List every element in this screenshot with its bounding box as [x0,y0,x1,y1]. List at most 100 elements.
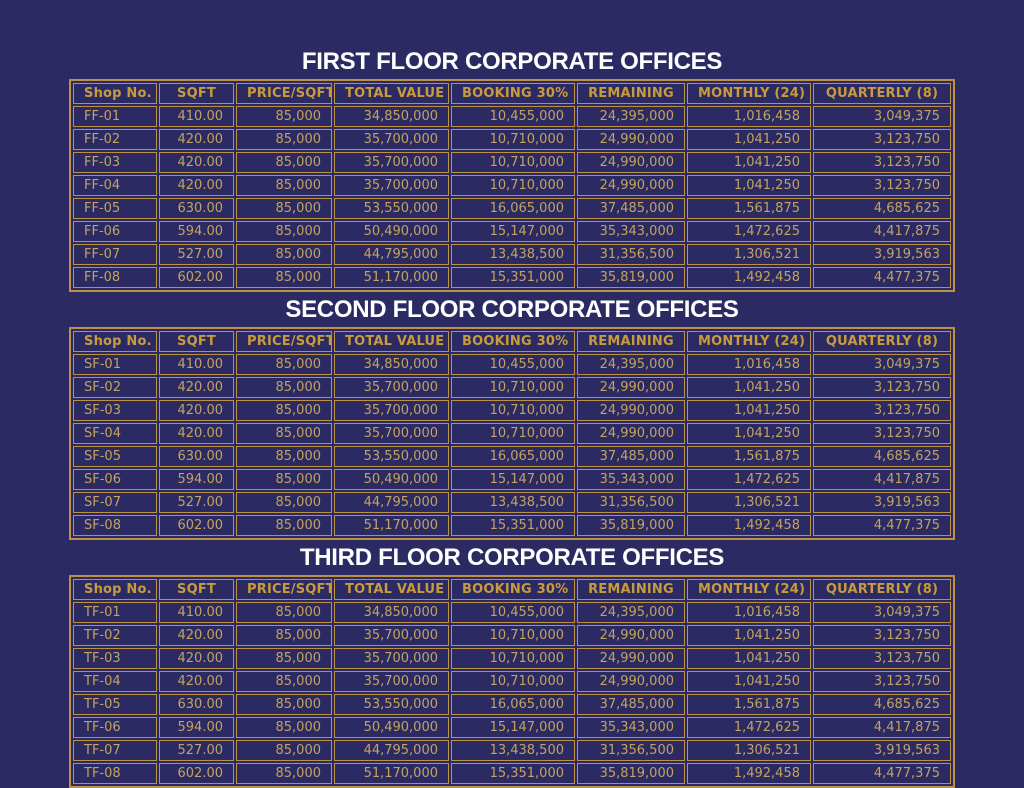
value-cell: 1,041,250 [687,175,811,196]
value-cell: 31,356,500 [577,244,685,265]
value-cell: 420.00 [159,648,234,669]
table-row: TF-06 594.00 85,000 50,490,000 15,147,000 35,… [73,717,951,738]
shop-no-cell: FF-01 [73,106,157,127]
value-cell: 10,710,000 [451,152,575,173]
value-cell: 35,343,000 [577,221,685,242]
table-row: SF-01 410.00 85,000 34,850,000 10,455,000 24,… [73,354,951,375]
value-cell: 50,490,000 [334,717,449,738]
value-cell: 85,000 [236,469,332,490]
column-header: BOOKING 30% [451,579,575,600]
value-cell: 85,000 [236,694,332,715]
value-cell: 3,123,750 [813,625,951,646]
table-row: SF-07 527.00 85,000 44,795,000 13,438,500 31,… [73,492,951,513]
value-cell: 24,990,000 [577,400,685,421]
value-cell: 35,700,000 [334,129,449,150]
column-header: SQFT [159,331,234,352]
value-cell: 10,455,000 [451,106,575,127]
value-cell: 10,710,000 [451,671,575,692]
column-header: BOOKING 30% [451,83,575,104]
table-row: SF-04 420.00 85,000 35,700,000 10,710,000 24,… [73,423,951,444]
value-cell: 4,685,625 [813,198,951,219]
price-table: Shop No. SQFT PRICE/SQFT TOTAL VALUE BOOKING… [69,327,955,540]
value-cell: 35,700,000 [334,175,449,196]
value-cell: 24,990,000 [577,129,685,150]
shop-no-cell: TF-06 [73,717,157,738]
value-cell: 1,472,625 [687,469,811,490]
shop-no-cell: TF-04 [73,671,157,692]
value-cell: 44,795,000 [334,740,449,761]
value-cell: 1,492,458 [687,267,811,288]
column-header: TOTAL VALUE [334,579,449,600]
value-cell: 410.00 [159,106,234,127]
value-cell: 85,000 [236,244,332,265]
value-cell: 3,919,563 [813,492,951,513]
value-cell: 10,710,000 [451,423,575,444]
header-row: Shop No. SQFT PRICE/SQFT TOTAL VALUE BOOKING… [73,331,951,352]
value-cell: 1,041,250 [687,377,811,398]
value-cell: 35,700,000 [334,625,449,646]
value-cell: 85,000 [236,221,332,242]
column-header: PRICE/SQFT [236,579,332,600]
value-cell: 420.00 [159,671,234,692]
shop-no-cell: SF-06 [73,469,157,490]
shop-no-cell: FF-03 [73,152,157,173]
shop-no-cell: TF-02 [73,625,157,646]
shop-no-cell: FF-04 [73,175,157,196]
value-cell: 16,065,000 [451,694,575,715]
value-cell: 37,485,000 [577,446,685,467]
value-cell: 410.00 [159,602,234,623]
value-cell: 24,990,000 [577,423,685,444]
value-cell: 31,356,500 [577,740,685,761]
value-cell: 527.00 [159,244,234,265]
value-cell: 51,170,000 [334,267,449,288]
value-cell: 85,000 [236,267,332,288]
header-row: Shop No. SQFT PRICE/SQFT TOTAL VALUE BOOKING… [73,83,951,104]
value-cell: 594.00 [159,221,234,242]
value-cell: 3,123,750 [813,671,951,692]
table-row: TF-05 630.00 85,000 53,550,000 16,065,000 37,… [73,694,951,715]
table-row: TF-07 527.00 85,000 44,795,000 13,438,500 31,… [73,740,951,761]
value-cell: 15,147,000 [451,221,575,242]
value-cell: 85,000 [236,717,332,738]
value-cell: 53,550,000 [334,198,449,219]
value-cell: 34,850,000 [334,602,449,623]
value-cell: 3,123,750 [813,423,951,444]
value-cell: 602.00 [159,515,234,536]
price-table: Shop No. SQFT PRICE/SQFT TOTAL VALUE BOOKING… [69,79,955,292]
value-cell: 35,700,000 [334,423,449,444]
value-cell: 4,477,375 [813,267,951,288]
shop-no-cell: TF-01 [73,602,157,623]
shop-no-cell: TF-08 [73,763,157,784]
shop-no-cell: TF-05 [73,694,157,715]
value-cell: 34,850,000 [334,354,449,375]
value-cell: 85,000 [236,129,332,150]
value-cell: 3,049,375 [813,106,951,127]
shop-no-cell: SF-08 [73,515,157,536]
value-cell: 420.00 [159,152,234,173]
value-cell: 630.00 [159,198,234,219]
column-header: REMAINING [577,331,685,352]
value-cell: 1,472,625 [687,221,811,242]
column-header: PRICE/SQFT [236,331,332,352]
shop-no-cell: SF-07 [73,492,157,513]
value-cell: 13,438,500 [451,492,575,513]
column-header: Shop No. [73,83,157,104]
value-cell: 420.00 [159,625,234,646]
value-cell: 85,000 [236,152,332,173]
value-cell: 420.00 [159,175,234,196]
table-row: SF-08 602.00 85,000 51,170,000 15,351,000 35,… [73,515,951,536]
value-cell: 4,417,875 [813,469,951,490]
value-cell: 85,000 [236,400,332,421]
shop-no-cell: FF-06 [73,221,157,242]
value-cell: 1,041,250 [687,152,811,173]
value-cell: 410.00 [159,354,234,375]
column-header: Shop No. [73,331,157,352]
table-row: SF-05 630.00 85,000 53,550,000 16,065,000 37,… [73,446,951,467]
value-cell: 1,561,875 [687,446,811,467]
value-cell: 16,065,000 [451,198,575,219]
value-cell: 602.00 [159,267,234,288]
table-row: FF-03 420.00 85,000 35,700,000 10,710,000 24,… [73,152,951,173]
table-row: FF-04 420.00 85,000 35,700,000 10,710,000 24,… [73,175,951,196]
value-cell: 35,700,000 [334,152,449,173]
value-cell: 420.00 [159,377,234,398]
